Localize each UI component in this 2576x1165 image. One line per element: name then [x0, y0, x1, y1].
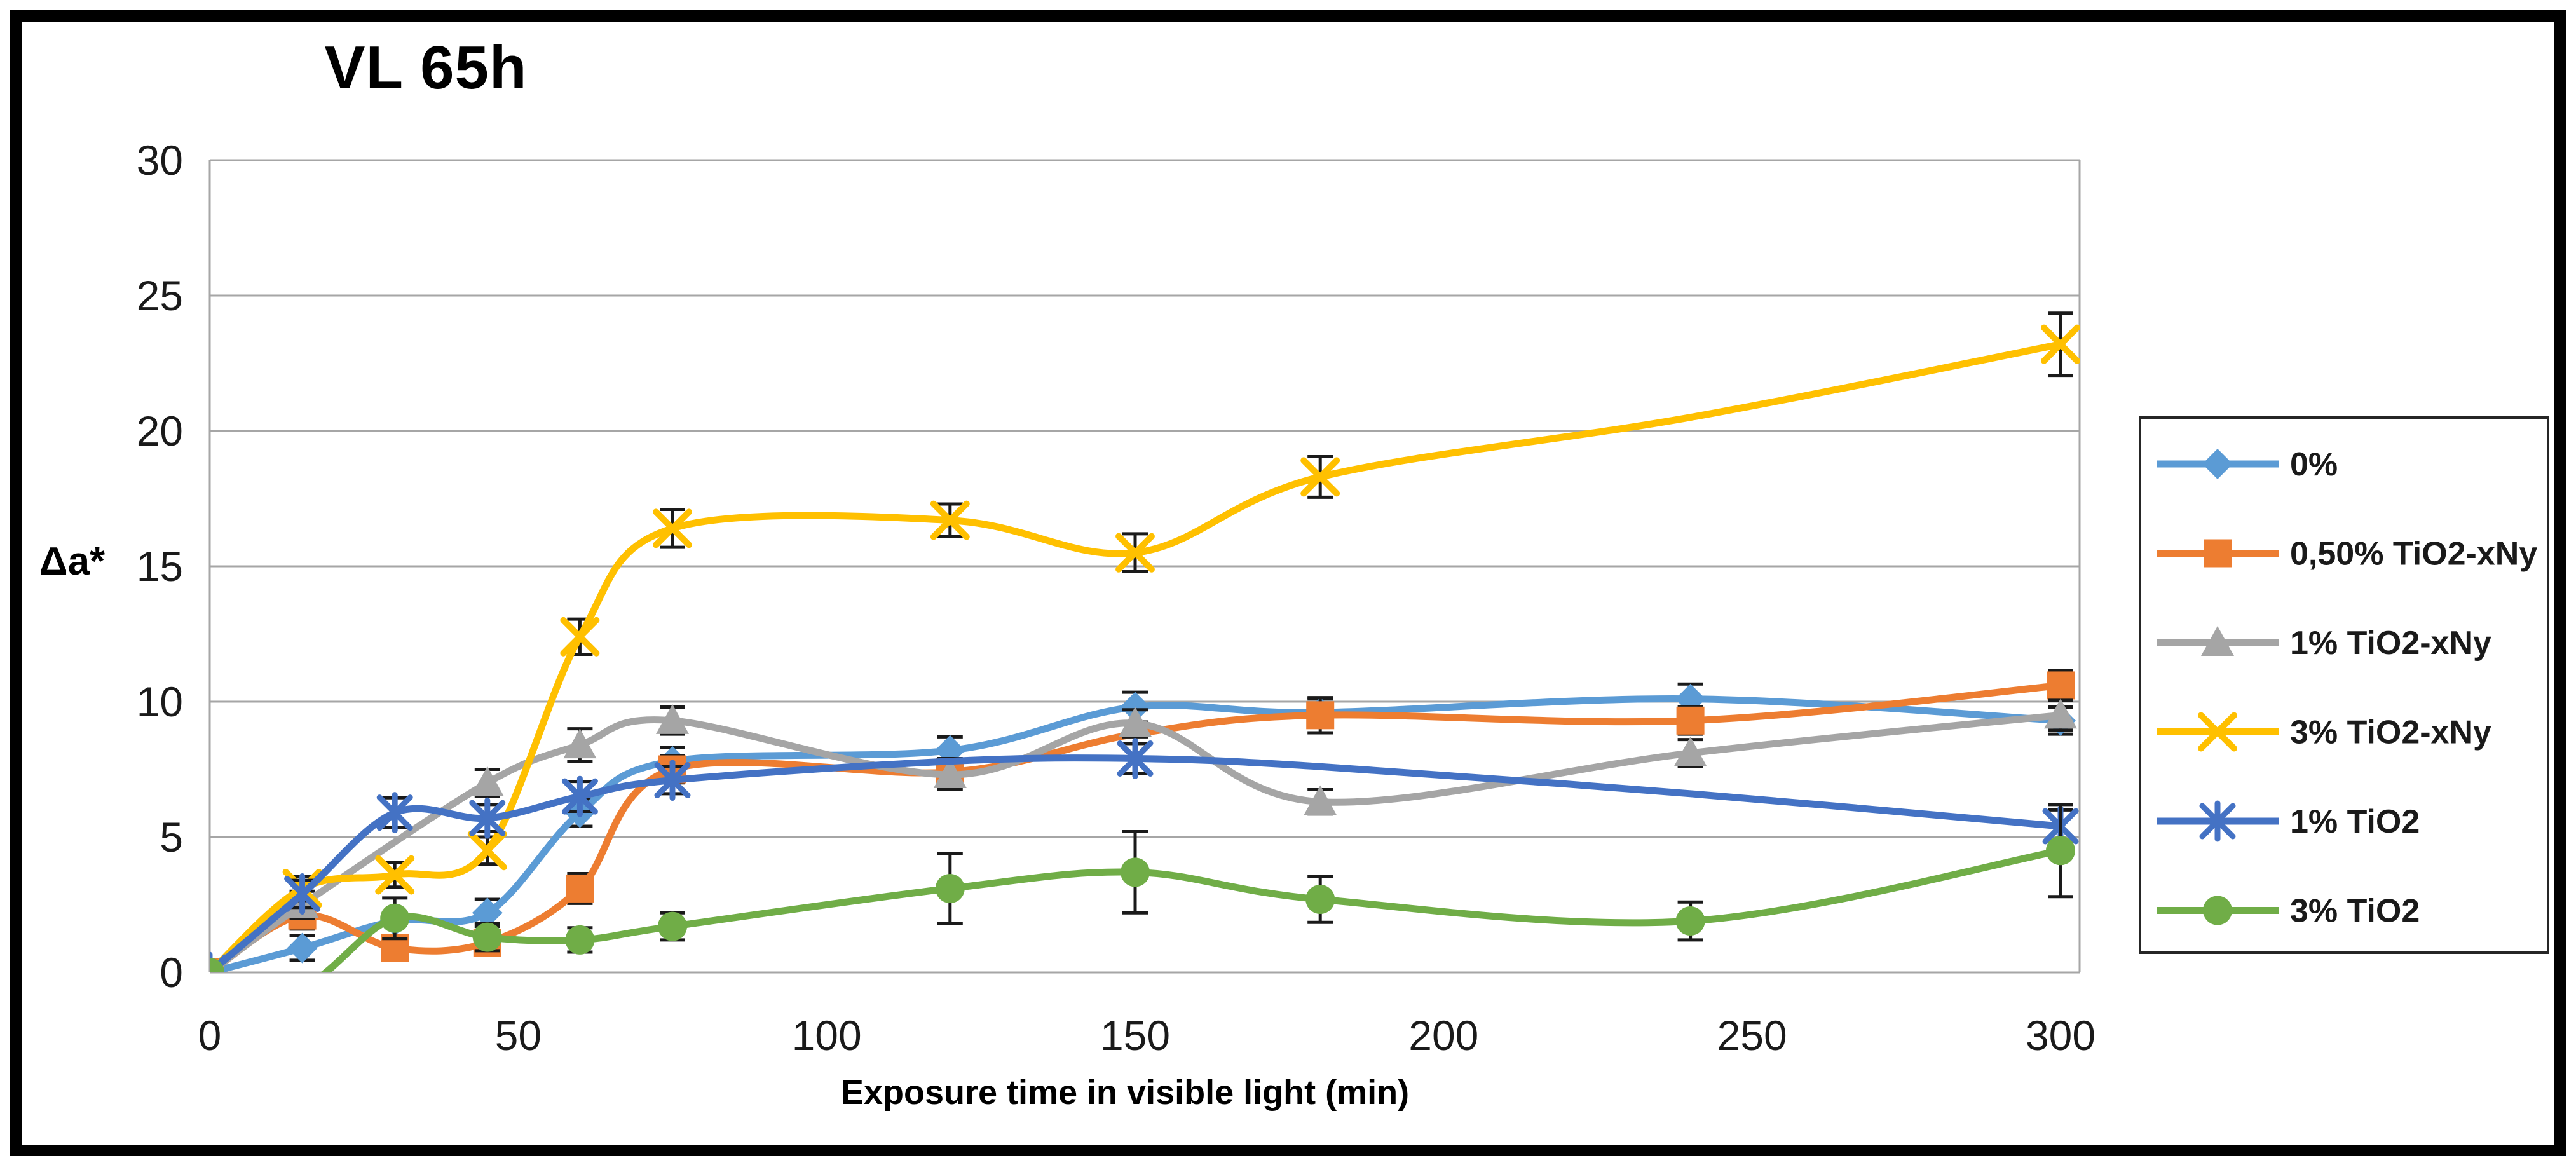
series-marker-diamond: [287, 932, 318, 964]
series-marker-asterisk: [654, 760, 691, 801]
series-marker-triangle: [933, 758, 967, 789]
series-marker-asterisk: [1117, 737, 1154, 779]
series-marker-circle: [658, 911, 687, 941]
series-marker-diamond: [472, 897, 503, 929]
y-tick-label: 0: [160, 949, 183, 996]
series-3-tio2: [210, 803, 2075, 972]
error-bars: [289, 698, 2073, 920]
series-marker-x: [2041, 324, 2080, 364]
series-marker-triangle: [470, 766, 504, 796]
series-marker-circle: [1121, 857, 1150, 887]
series-marker-square: [1676, 706, 1705, 735]
series-marker-asterisk: [284, 873, 321, 915]
series-marker-x: [930, 500, 970, 540]
series-marker-x: [560, 617, 600, 657]
series-marker-circle: [2203, 896, 2232, 925]
x-axis-label: Exposure time in visible light (min): [840, 1073, 1410, 1112]
y-tick-label: 25: [137, 272, 183, 319]
series-line: [210, 341, 2064, 972]
series-marker-square: [2047, 671, 2075, 700]
legend-entry-1-tio2: 1% TiO2: [2157, 800, 2420, 842]
series-marker-x: [467, 831, 507, 871]
legend-entry-label: 0%: [2290, 446, 2338, 483]
series-1-tio2-xny: [210, 698, 2077, 972]
series-marker-circle: [935, 873, 965, 903]
error-bars: [289, 742, 2073, 910]
series-line: [210, 711, 2064, 972]
series-marker-asterisk: [2199, 800, 2236, 842]
legend-entry-3-tio2-xny: 3% TiO2-xNy: [2157, 712, 2491, 752]
series-marker-circle: [380, 903, 410, 933]
series-marker-triangle: [1304, 785, 1337, 815]
series-marker-triangle: [2044, 698, 2077, 729]
series-marker-asterisk: [376, 792, 413, 834]
x-tick-label: 100: [792, 1012, 862, 1059]
series-marker-circle: [565, 925, 595, 955]
error-bars: [289, 311, 2073, 903]
series-marker-triangle: [656, 704, 689, 734]
legend-entry-1-tio2-xny: 1% TiO2-xNy: [2157, 625, 2491, 662]
series-marker-asterisk: [469, 797, 506, 839]
series-marker-triangle: [1119, 707, 1152, 737]
legend-entry-0-50-tio2-xny: 0,50% TiO2-xNy: [2157, 536, 2537, 573]
x-tick-label: 300: [2026, 1012, 2096, 1059]
y-tick-label: 5: [160, 814, 183, 861]
x-tick-label: 150: [1100, 1012, 1170, 1059]
x-tick-label: 250: [1717, 1012, 1787, 1059]
series-marker-x: [653, 508, 692, 548]
series-marker-circle: [1305, 884, 1335, 914]
x-tick-label: 0: [198, 1012, 222, 1059]
y-tick-label: 30: [137, 137, 183, 184]
legend-entry-label: 3% TiO2: [2290, 893, 2420, 930]
series-marker-triangle: [1673, 736, 1707, 766]
legend-entry-label: 3% TiO2-xNy: [2290, 714, 2491, 751]
legend-entry-3-tio2: 3% TiO2: [2157, 893, 2420, 930]
series-marker-square: [566, 874, 594, 903]
series-marker-triangle: [563, 728, 597, 759]
y-tick-label: 15: [137, 543, 183, 590]
series-marker-circle: [210, 958, 224, 972]
x-tick-label: 200: [1408, 1012, 1478, 1059]
series-marker-circle: [1675, 906, 1705, 936]
series-layer: [210, 311, 2080, 972]
series-marker-circle: [2046, 836, 2075, 866]
legend-entry-label: 1% TiO2-xNy: [2290, 625, 2491, 662]
series-marker-x: [2198, 712, 2237, 752]
chart-title: VL 65h: [324, 34, 528, 102]
legend-entry-0-: 0%: [2157, 446, 2338, 483]
series-marker-triangle: [2201, 626, 2234, 656]
legend-box: [2139, 416, 2549, 954]
series-marker-diamond: [2202, 449, 2233, 479]
legend-entry-label: 1% TiO2: [2290, 803, 2420, 840]
y-axis-label: Δa*: [39, 540, 106, 583]
y-tick-label: 10: [137, 678, 183, 725]
series-marker-asterisk: [561, 775, 598, 817]
legend: 0% 0,50% TiO2-xNy 1% TiO2-xNy 3% TiO2-xNy 1%…: [2139, 416, 2549, 954]
legend-entry-label: 0,50% TiO2-xNy: [2290, 536, 2537, 573]
y-tick-label: 20: [137, 407, 183, 454]
x-tick-label: 50: [495, 1012, 542, 1059]
series-marker-circle: [472, 922, 502, 952]
series-marker-square: [2204, 539, 2232, 568]
series-marker-square: [1306, 701, 1335, 730]
series-marker-x: [1300, 457, 1340, 497]
series-marker-x: [375, 855, 415, 895]
series-marker-x: [1115, 533, 1155, 573]
